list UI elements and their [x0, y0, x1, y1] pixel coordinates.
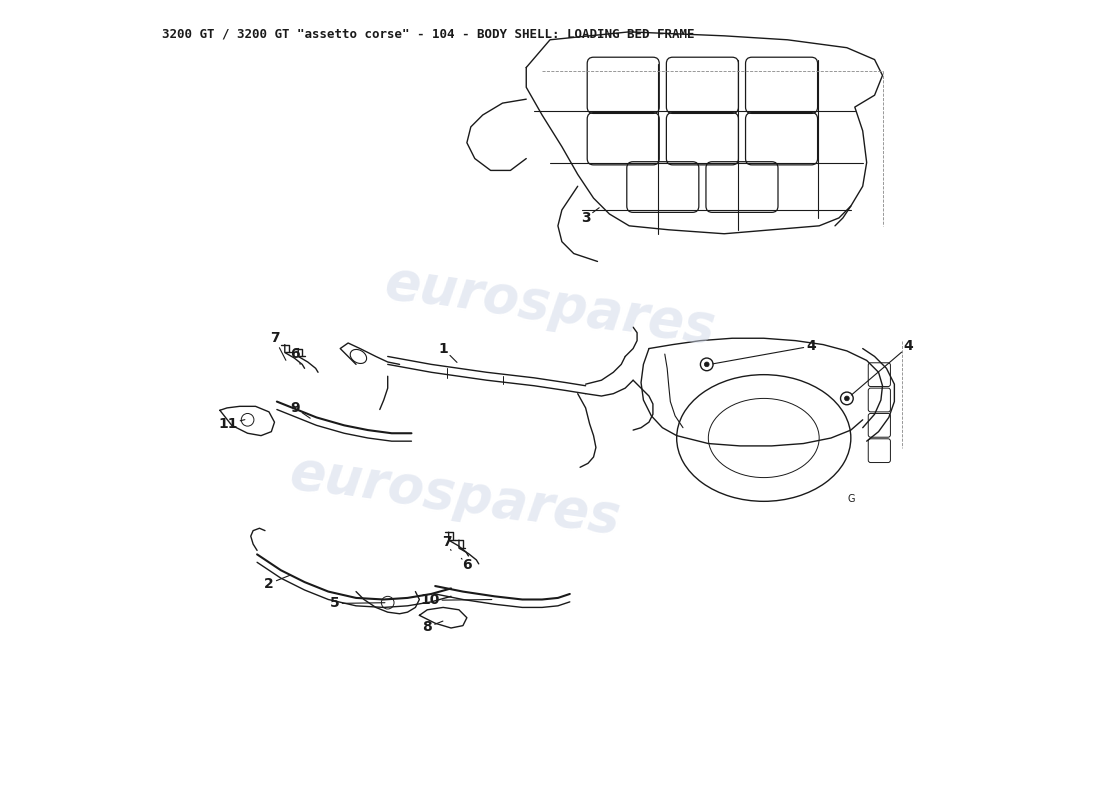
Text: eurospares: eurospares	[382, 256, 718, 354]
Text: 6: 6	[461, 558, 472, 572]
Text: eurospares: eurospares	[286, 446, 624, 544]
Circle shape	[704, 362, 710, 366]
Text: 2: 2	[264, 575, 290, 590]
Text: 7: 7	[442, 535, 452, 550]
Text: 6: 6	[290, 347, 300, 364]
Text: 3200 GT / 3200 GT "assetto corse" - 104 - BODY SHELL: LOADING BED FRAME: 3200 GT / 3200 GT "assetto corse" - 104 …	[162, 28, 694, 41]
Text: G: G	[847, 494, 855, 504]
Circle shape	[845, 396, 849, 401]
Text: 4: 4	[851, 339, 913, 395]
Text: 4: 4	[713, 339, 816, 364]
Text: 10: 10	[420, 594, 492, 607]
Text: 7: 7	[270, 331, 286, 360]
Text: 3: 3	[581, 208, 600, 225]
Text: 11: 11	[218, 417, 245, 430]
Text: 8: 8	[422, 620, 443, 634]
Text: 9: 9	[290, 401, 310, 418]
Text: 5: 5	[330, 597, 385, 610]
Text: 1: 1	[438, 342, 456, 362]
